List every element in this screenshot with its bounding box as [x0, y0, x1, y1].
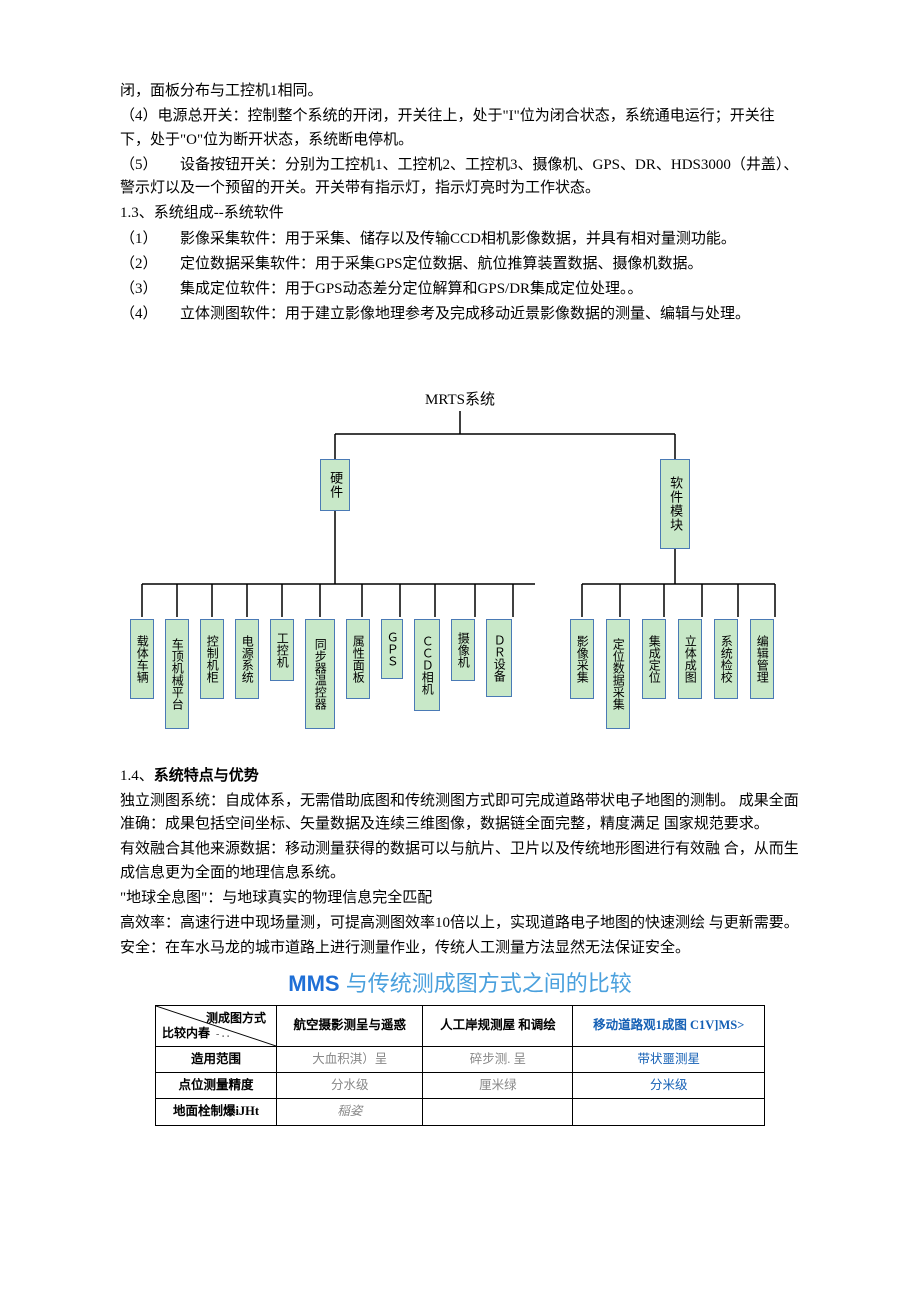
- paragraph: "地球全息图"：与地球真实的物理信息完全匹配: [120, 887, 800, 910]
- table-row: 地面栓制爆iJHt稲姿: [156, 1099, 765, 1125]
- hw-leaf: 载体车辆: [130, 619, 154, 699]
- sw-leaf: 立体成图: [678, 619, 702, 699]
- header-mid: - . .: [216, 1027, 229, 1043]
- sw-leaf: 集成定位: [642, 619, 666, 699]
- section-number: 1.4、: [120, 768, 154, 784]
- table-row: 造用范围大血积淇）呈碎步测. 呈带状噩测星: [156, 1046, 765, 1072]
- col-header: 移动道路观1成图 C1V]MS>: [573, 1005, 765, 1046]
- hardware-leaves: 载体车辆车顶机械平台控制机柜电源系统工控机同步器温控器属性面板 ＧＰＳ ＣＣＤ相机摄…: [130, 619, 523, 739]
- comparison-table: 测成图方式 比较内春 - . . 航空摄影测呈与遥惑 人工岸规测屋 和调绘 移动…: [155, 1005, 765, 1126]
- hw-leaf: 电源系统: [235, 619, 259, 699]
- diagram-title: MRTS系统: [120, 389, 800, 412]
- hw-leaf: 摄像机: [451, 619, 475, 681]
- hw-leaf: ＤＲ设备: [486, 619, 512, 697]
- hw-leaf: ＧＰＳ: [381, 619, 403, 679]
- table-cell: 分水级: [277, 1072, 423, 1098]
- table-cell: 分米级: [573, 1072, 765, 1098]
- row-label: 点位测量精度: [156, 1072, 277, 1098]
- node-software: 软件模块: [660, 459, 690, 549]
- row-label: 造用范围: [156, 1046, 277, 1072]
- paragraph: （1） 影像采集软件：用于采集、储存以及传输CCD相机影像数据，并具有相对量测功…: [120, 228, 800, 251]
- node-hardware: 硬件: [320, 459, 350, 511]
- hw-leaf: 控制机柜: [200, 619, 224, 699]
- row-label: 地面栓制爆iJHt: [156, 1099, 277, 1125]
- table-cell: 厘米绿: [423, 1072, 573, 1098]
- paragraph: 独立测图系统：自成体系，无需借助底图和传统测图方式即可完成道路带状电子地图的测制…: [120, 790, 800, 837]
- paragraph: 高效率：高速行进中现场量测，可提高测图效率10倍以上，实现道路电子地图的快速测绘…: [120, 912, 800, 935]
- col-header: 航空摄影测呈与遥惑: [277, 1005, 423, 1046]
- comparison-heading-rest: 与传统测成图方式之间的比较: [340, 971, 632, 996]
- hw-leaf: ＣＣＤ相机: [414, 619, 440, 711]
- mrts-diagram: MRTS系统: [120, 389, 800, 749]
- hw-leaf: 属性面板: [346, 619, 370, 699]
- section-title: 系统特点与优势: [154, 768, 259, 784]
- mms-label: MMS: [288, 971, 339, 996]
- section-heading: 1.3、系统组成--系统软件: [120, 202, 800, 225]
- sw-leaf: 系统检校: [714, 619, 738, 699]
- paragraph: （4） 立体测图软件：用于建立影像地理参考及完成移动近景影像数据的测量、编辑与处…: [120, 303, 800, 326]
- paragraph: 闭，面板分布与工控机1相同。: [120, 80, 800, 103]
- table-row: 点位测量精度分水级厘米绿分米级: [156, 1072, 765, 1098]
- software-leaves: 影像采集定位数据采集集成定位立体成图系统检校编辑管理: [570, 619, 786, 739]
- table-cell: 大血积淇）呈: [277, 1046, 423, 1072]
- paragraph: （5） 设备按钮开关：分别为工控机1、工控机2、工控机3、摄像机、GPS、DR、…: [120, 154, 800, 201]
- table-cell: 带状噩测星: [573, 1046, 765, 1072]
- comparison-heading: MMS 与传统测成图方式之间的比较: [120, 967, 800, 1001]
- sw-leaf: 定位数据采集: [606, 619, 630, 729]
- document-page: 闭，面板分布与工控机1相同。 （4）电源总开关：控制整个系统的开闭，开关往上，处…: [0, 0, 920, 1166]
- diagonal-header-cell: 测成图方式 比较内春 - . .: [156, 1005, 277, 1046]
- section-heading: 1.4、系统特点与优势: [120, 765, 800, 788]
- table-cell: 稲姿: [277, 1099, 423, 1125]
- sw-leaf: 编辑管理: [750, 619, 774, 699]
- table-cell: 碎步测. 呈: [423, 1046, 573, 1072]
- table-cell: [573, 1099, 765, 1125]
- paragraph: （4）电源总开关：控制整个系统的开闭，开关往上，处于"I"位为闭合状态，系统通电…: [120, 105, 800, 152]
- paragraph: （2） 定位数据采集软件：用于采集GPS定位数据、航位推算装置数据、摄像机数据。: [120, 253, 800, 276]
- hw-leaf: 工控机: [270, 619, 294, 681]
- hw-leaf: 车顶机械平台: [165, 619, 189, 729]
- hw-leaf: 同步器温控器: [305, 619, 335, 729]
- table-header-row: 测成图方式 比较内春 - . . 航空摄影测呈与遥惑 人工岸规测屋 和调绘 移动…: [156, 1005, 765, 1046]
- table-cell: [423, 1099, 573, 1125]
- paragraph: （3） 集成定位软件：用于GPS动态差分定位解算和GPS/DR集成定位处理。。: [120, 278, 800, 301]
- header-top: 测成图方式: [206, 1009, 266, 1028]
- paragraph: 有效融合其他来源数据：移动测量获得的数据可以与航片、卫片以及传统地形图进行有效融…: [120, 838, 800, 885]
- header-bottom: 比较内春: [162, 1024, 210, 1043]
- paragraph: 安全：在车水马龙的城市道路上进行测量作业，传统人工测量方法显然无法保证安全。: [120, 937, 800, 960]
- col-header: 人工岸规测屋 和调绘: [423, 1005, 573, 1046]
- sw-leaf: 影像采集: [570, 619, 594, 699]
